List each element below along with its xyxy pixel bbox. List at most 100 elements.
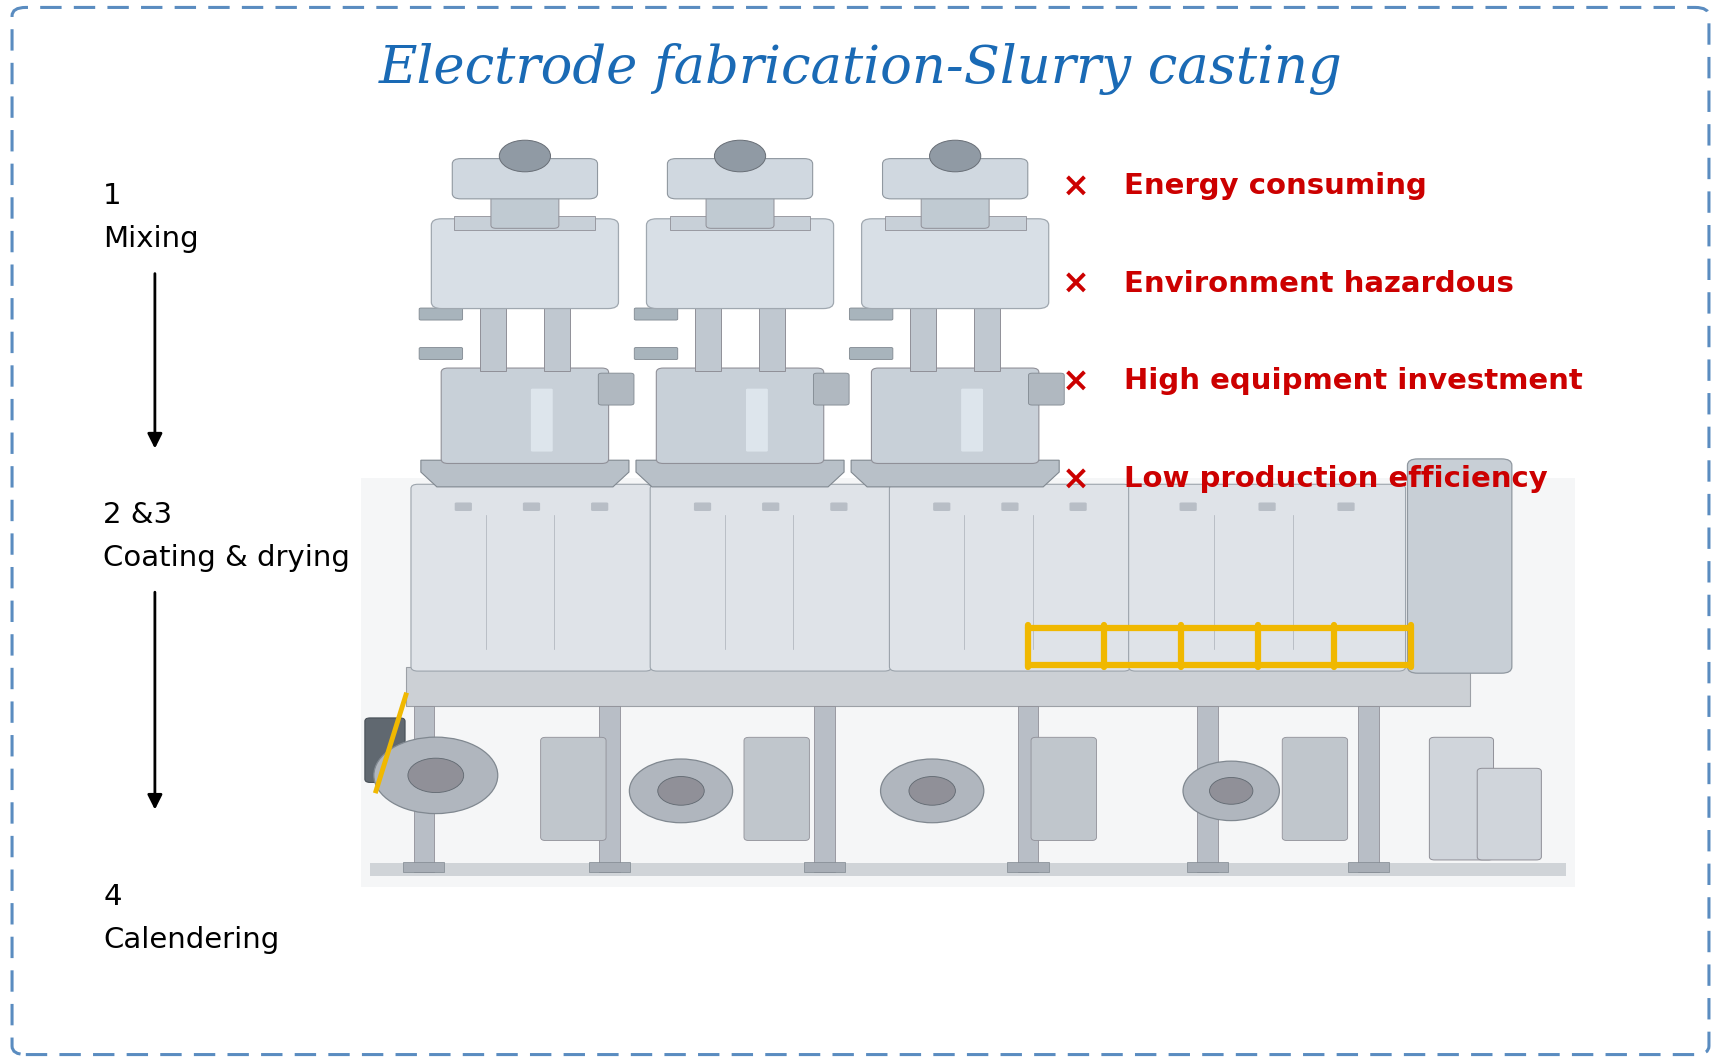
- FancyBboxPatch shape: [695, 301, 721, 372]
- FancyBboxPatch shape: [669, 217, 811, 230]
- Circle shape: [373, 737, 497, 813]
- FancyBboxPatch shape: [890, 484, 1131, 671]
- Text: 2 &3: 2 &3: [103, 501, 172, 529]
- FancyBboxPatch shape: [544, 301, 570, 372]
- Polygon shape: [370, 705, 525, 837]
- FancyBboxPatch shape: [850, 308, 893, 320]
- FancyBboxPatch shape: [885, 217, 1026, 230]
- Text: Electrode fabrication-Slurry casting: Electrode fabrication-Slurry casting: [379, 44, 1342, 95]
- Circle shape: [714, 140, 766, 172]
- FancyBboxPatch shape: [1196, 705, 1217, 872]
- FancyBboxPatch shape: [1017, 705, 1038, 872]
- FancyBboxPatch shape: [1477, 768, 1542, 860]
- FancyBboxPatch shape: [706, 187, 774, 228]
- FancyBboxPatch shape: [480, 301, 506, 372]
- Circle shape: [499, 140, 551, 172]
- FancyBboxPatch shape: [1358, 705, 1379, 872]
- Circle shape: [408, 758, 463, 792]
- FancyBboxPatch shape: [523, 502, 540, 511]
- FancyBboxPatch shape: [413, 705, 434, 872]
- FancyBboxPatch shape: [490, 187, 559, 228]
- Text: 1: 1: [103, 183, 122, 210]
- FancyBboxPatch shape: [883, 158, 1027, 199]
- FancyBboxPatch shape: [1129, 484, 1406, 671]
- Text: ×: ×: [1062, 169, 1089, 203]
- FancyBboxPatch shape: [647, 219, 833, 309]
- Text: Low production efficiency: Low production efficiency: [1124, 465, 1547, 493]
- Text: Environment hazardous: Environment hazardous: [1124, 270, 1514, 297]
- FancyBboxPatch shape: [530, 389, 552, 451]
- Circle shape: [630, 759, 733, 823]
- Text: 4: 4: [103, 884, 122, 911]
- FancyBboxPatch shape: [1186, 861, 1227, 872]
- FancyBboxPatch shape: [441, 369, 609, 463]
- Circle shape: [1182, 761, 1279, 821]
- FancyBboxPatch shape: [762, 502, 780, 511]
- FancyBboxPatch shape: [635, 308, 678, 320]
- FancyBboxPatch shape: [540, 737, 606, 841]
- FancyBboxPatch shape: [453, 158, 597, 199]
- Circle shape: [657, 776, 704, 805]
- Text: Energy consuming: Energy consuming: [1124, 172, 1427, 200]
- Text: Coating & drying: Coating & drying: [103, 544, 349, 571]
- FancyBboxPatch shape: [871, 369, 1039, 463]
- FancyBboxPatch shape: [745, 389, 768, 451]
- FancyBboxPatch shape: [933, 502, 950, 511]
- FancyBboxPatch shape: [635, 347, 678, 360]
- FancyBboxPatch shape: [365, 718, 404, 783]
- Circle shape: [1210, 777, 1253, 804]
- Polygon shape: [852, 460, 1058, 486]
- FancyBboxPatch shape: [420, 347, 463, 360]
- FancyBboxPatch shape: [454, 502, 472, 511]
- FancyBboxPatch shape: [1029, 373, 1064, 405]
- FancyBboxPatch shape: [668, 158, 812, 199]
- Text: ×: ×: [1062, 364, 1089, 398]
- FancyBboxPatch shape: [850, 347, 893, 360]
- FancyBboxPatch shape: [1408, 459, 1511, 673]
- FancyBboxPatch shape: [589, 861, 630, 872]
- FancyBboxPatch shape: [1031, 737, 1096, 841]
- FancyBboxPatch shape: [656, 369, 824, 463]
- FancyBboxPatch shape: [403, 861, 444, 872]
- Text: ×: ×: [1062, 462, 1089, 496]
- FancyBboxPatch shape: [1002, 502, 1019, 511]
- FancyBboxPatch shape: [910, 301, 936, 372]
- FancyBboxPatch shape: [743, 737, 809, 841]
- FancyBboxPatch shape: [411, 484, 652, 671]
- FancyBboxPatch shape: [814, 705, 835, 872]
- FancyBboxPatch shape: [599, 705, 620, 872]
- FancyBboxPatch shape: [432, 219, 618, 309]
- FancyBboxPatch shape: [862, 219, 1048, 309]
- Polygon shape: [422, 460, 628, 486]
- Circle shape: [881, 759, 984, 823]
- FancyBboxPatch shape: [1282, 737, 1348, 841]
- FancyBboxPatch shape: [830, 502, 847, 511]
- FancyBboxPatch shape: [1348, 861, 1389, 872]
- FancyBboxPatch shape: [1179, 502, 1196, 511]
- Circle shape: [909, 776, 955, 805]
- FancyBboxPatch shape: [759, 301, 785, 372]
- FancyBboxPatch shape: [454, 217, 595, 230]
- FancyBboxPatch shape: [361, 478, 1575, 887]
- FancyBboxPatch shape: [694, 502, 711, 511]
- Polygon shape: [637, 460, 843, 486]
- FancyBboxPatch shape: [651, 484, 891, 671]
- FancyBboxPatch shape: [370, 863, 1566, 876]
- Text: Mixing: Mixing: [103, 225, 200, 253]
- Text: High equipment investment: High equipment investment: [1124, 367, 1583, 395]
- FancyBboxPatch shape: [1430, 737, 1494, 860]
- FancyBboxPatch shape: [921, 187, 990, 228]
- FancyBboxPatch shape: [590, 502, 608, 511]
- FancyBboxPatch shape: [804, 861, 845, 872]
- Text: ×: ×: [1062, 267, 1089, 301]
- FancyBboxPatch shape: [1258, 502, 1275, 511]
- FancyBboxPatch shape: [1007, 861, 1048, 872]
- FancyBboxPatch shape: [960, 389, 983, 451]
- Text: Calendering: Calendering: [103, 926, 279, 954]
- FancyBboxPatch shape: [1069, 502, 1086, 511]
- FancyBboxPatch shape: [1337, 502, 1354, 511]
- FancyBboxPatch shape: [814, 373, 848, 405]
- Circle shape: [929, 140, 981, 172]
- FancyBboxPatch shape: [974, 301, 1000, 372]
- FancyBboxPatch shape: [420, 308, 463, 320]
